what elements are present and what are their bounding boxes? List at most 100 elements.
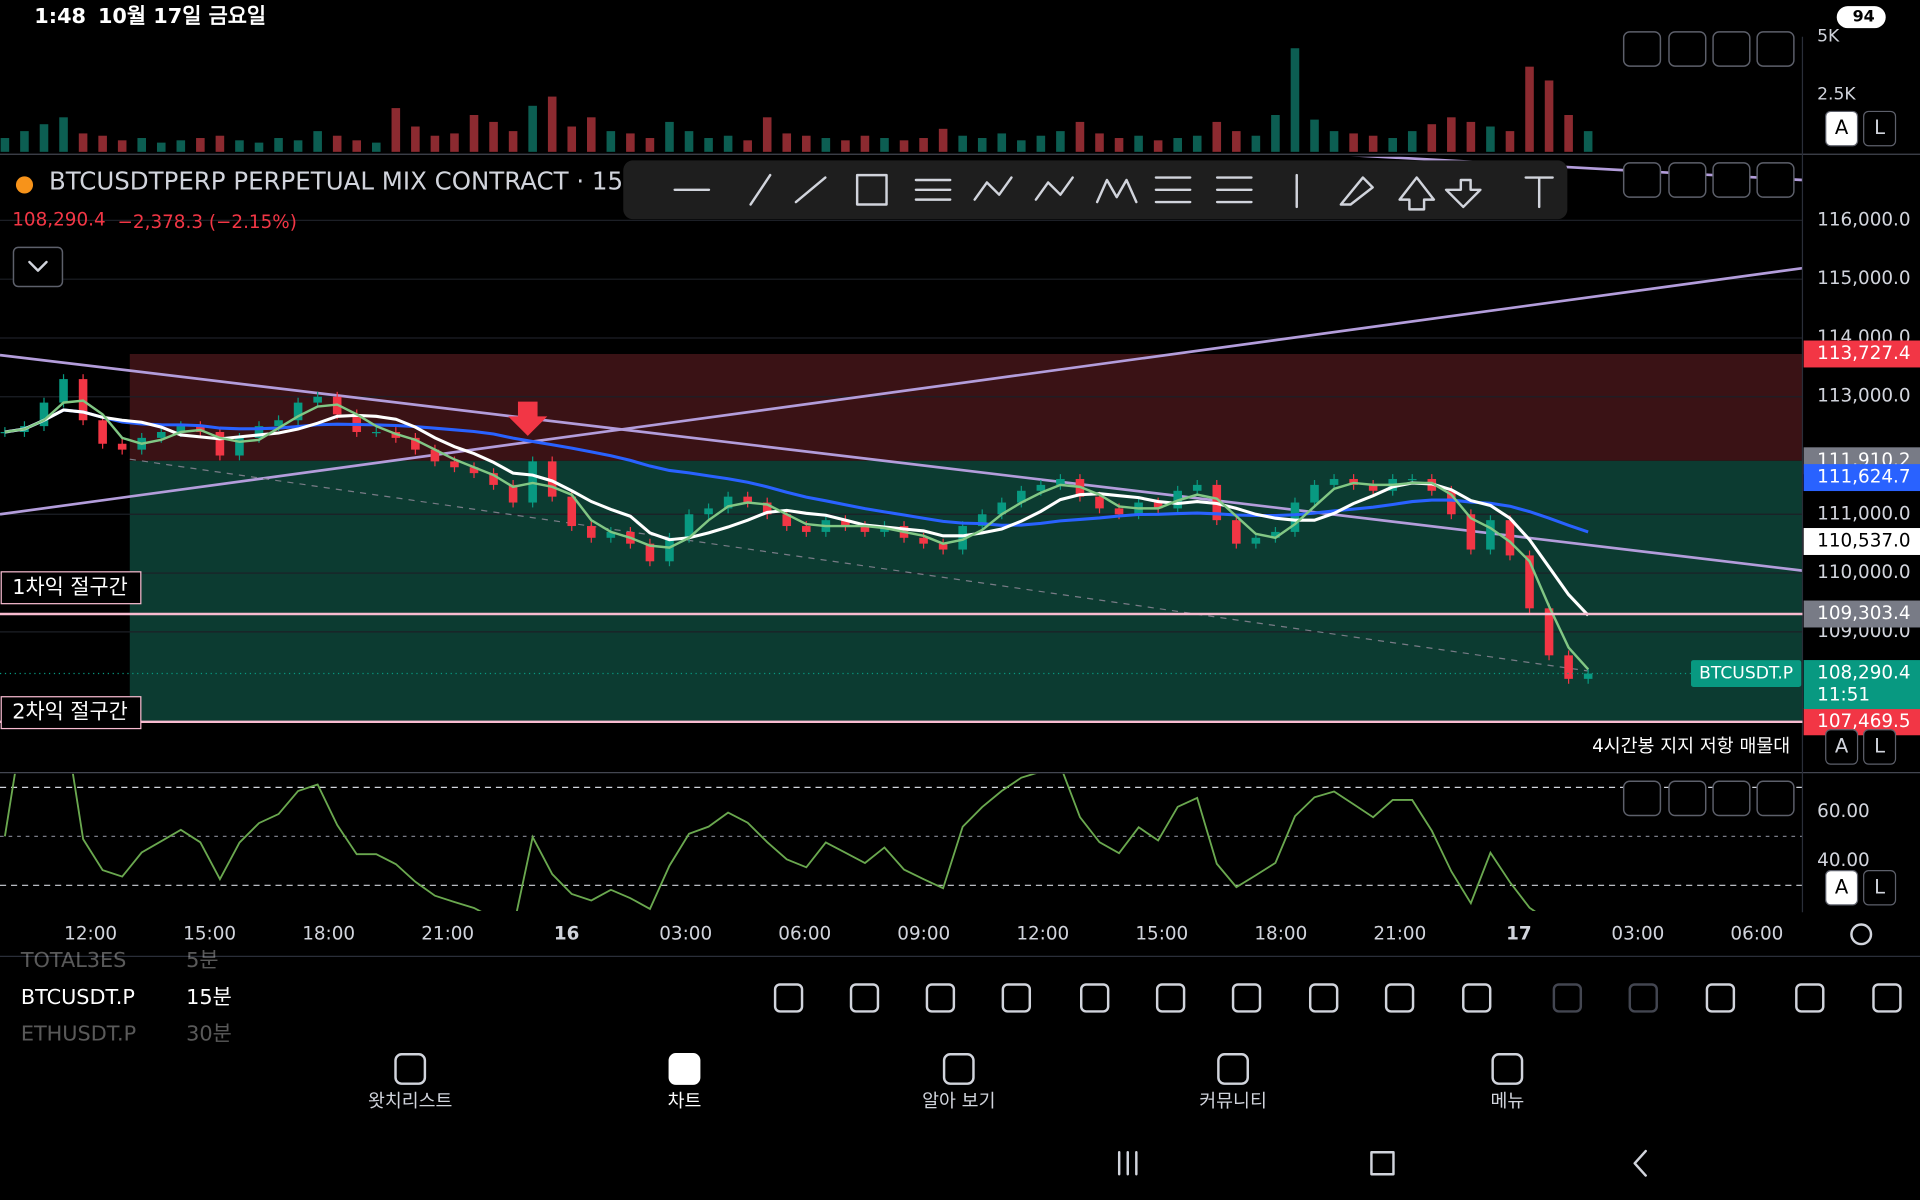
zone-note: 4시간봉 지지 저항 매물대 [1592, 736, 1790, 757]
scale-button[interactable] [1825, 729, 1859, 765]
volume-bar [723, 135, 733, 152]
pane-button[interactable] [1622, 780, 1662, 817]
time-label: 03:00 [1611, 923, 1664, 944]
volume-bar [411, 126, 420, 152]
volume-bar [684, 131, 694, 152]
tool-icon[interactable] [773, 983, 804, 1013]
pane-button[interactable] [1668, 780, 1707, 817]
nav-label[interactable]: 차트 [668, 1091, 702, 1112]
volume-bar [1349, 133, 1358, 152]
tool-icon[interactable] [925, 983, 956, 1013]
candle [1466, 514, 1476, 550]
volume-bar [802, 135, 811, 152]
tool-icon[interactable] [1384, 983, 1415, 1013]
candle [1290, 502, 1300, 532]
volume-bar [1251, 135, 1261, 152]
tool-icon[interactable] [1872, 983, 1902, 1013]
volume-bar [469, 115, 479, 152]
nav-label[interactable]: 알아 보기 [922, 1091, 995, 1112]
volume-bar [606, 131, 616, 152]
nav-icon[interactable] [668, 1053, 701, 1085]
price-tag-label: 111,624.7 [1817, 467, 1910, 488]
candle [1329, 479, 1339, 485]
volume-bar [352, 140, 362, 152]
candle [1407, 479, 1417, 481]
volume-bar [919, 138, 928, 152]
tool-icon[interactable] [1308, 983, 1339, 1013]
candle [997, 502, 1007, 515]
tool-icon[interactable] [1001, 983, 1032, 1013]
status-date: 10월 17일 금요일 [98, 4, 266, 28]
nav-icon[interactable] [1217, 1053, 1249, 1085]
tool-icon[interactable] [849, 983, 880, 1013]
candle [235, 437, 244, 456]
nav-icon[interactable] [942, 1053, 975, 1085]
tool-icon[interactable] [1795, 983, 1825, 1013]
nav-icon[interactable] [1491, 1053, 1524, 1085]
tool-icon[interactable] [1231, 983, 1262, 1013]
candle [1564, 655, 1573, 679]
tool-icon[interactable] [1080, 983, 1110, 1013]
volume-bar [1192, 135, 1202, 152]
nav-label[interactable]: 메뉴 [1490, 1091, 1524, 1112]
volume-bar [1173, 138, 1182, 152]
price-axis-label: 110,000.0 [1817, 562, 1910, 583]
scale-button[interactable] [1863, 870, 1897, 906]
volume-bar [117, 140, 127, 152]
volume-bar [137, 138, 147, 152]
zone-label-box [0, 696, 142, 730]
pane-button[interactable] [1668, 31, 1707, 67]
pane-button[interactable] [1756, 162, 1795, 198]
price-tag-label: 113,727.4 [1817, 343, 1910, 364]
candle [665, 537, 674, 562]
watch-interval: 30분 [186, 1022, 232, 1046]
candle [762, 502, 772, 515]
pane-button[interactable] [1756, 31, 1795, 67]
tool-icon[interactable] [1628, 983, 1658, 1013]
battery [1836, 6, 1886, 29]
nav-label[interactable]: 커뮤니티 [1199, 1091, 1267, 1112]
candle [938, 543, 948, 550]
time-label: 21:00 [421, 923, 474, 944]
price-axis-label: 116,000.0 [1817, 209, 1910, 230]
scale-button[interactable] [1863, 729, 1897, 765]
time-label: 17 [1506, 923, 1532, 944]
pane-button[interactable] [1712, 780, 1751, 817]
volume-bar [1486, 126, 1495, 152]
tool-icon[interactable] [1552, 983, 1583, 1013]
time-label: 21:00 [1373, 923, 1426, 944]
volume-bar [450, 133, 459, 152]
sell-arrow [508, 401, 548, 436]
candle [1583, 673, 1593, 679]
time-label: 18:00 [302, 923, 355, 944]
price-tag-label: 108,290.4 [1817, 663, 1910, 684]
tool-icon[interactable] [1155, 983, 1186, 1013]
price-pane [0, 156, 1803, 722]
scale-button[interactable] [1863, 110, 1897, 147]
toolbar-icons[interactable] [673, 173, 1554, 211]
system-nav[interactable] [1117, 1149, 1647, 1177]
volume-bar [1153, 140, 1163, 152]
nav-label[interactable]: 왓치리스트 [368, 1091, 452, 1112]
scale-button[interactable] [1825, 870, 1859, 906]
pane-button[interactable] [1622, 162, 1662, 198]
scale-button[interactable] [1825, 110, 1859, 147]
pane-button[interactable] [1712, 31, 1751, 67]
volume-bar [1466, 121, 1476, 152]
settings-icon[interactable] [1850, 923, 1873, 946]
tool-icon[interactable] [1462, 983, 1492, 1013]
candle [1114, 508, 1124, 515]
volume-bar [841, 140, 850, 152]
pane-button[interactable] [1668, 162, 1707, 198]
volume-bar [880, 138, 889, 152]
candle [743, 496, 752, 503]
pane-button[interactable] [1622, 31, 1662, 67]
nav-icon[interactable] [394, 1053, 427, 1085]
pane-button[interactable] [1756, 780, 1795, 817]
pane-button[interactable] [1712, 162, 1751, 198]
watch-interval: 15분 [186, 985, 232, 1009]
volume-bar [215, 135, 225, 152]
tool-icon[interactable] [1705, 983, 1736, 1013]
candle [1486, 520, 1495, 550]
collapse-button[interactable] [12, 246, 64, 288]
